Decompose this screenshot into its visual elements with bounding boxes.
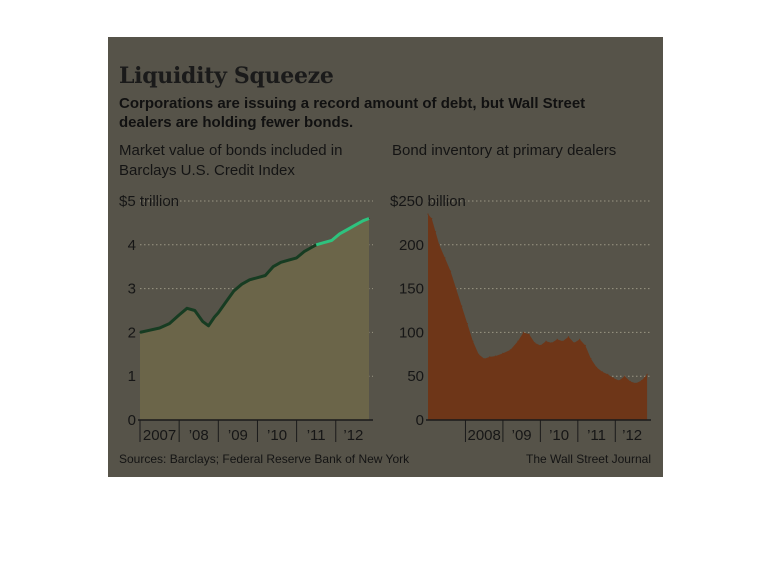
right-data-point [624, 375, 626, 377]
right-data-point [509, 349, 511, 351]
left-y-tick-label: 0 [128, 412, 136, 429]
right-data-point [438, 244, 440, 246]
right-data-point [431, 217, 433, 220]
left-x-tick-label: ’10 [267, 427, 287, 444]
left-y-tick-label: 3 [128, 281, 136, 298]
right-data-point [427, 213, 429, 215]
right-data-point [455, 288, 457, 290]
right-y-tick-label: 0 [416, 412, 424, 429]
left-series-line-recent [315, 217, 370, 247]
right-data-point [556, 338, 558, 340]
charts-svg: 0 1 2 3 4 $5 trillion 2007 ’08 ’09 ’10 ’11 ’12 0 50 1… [119, 193, 651, 444]
left-area [140, 218, 369, 420]
right-data-point [567, 336, 570, 338]
left-y-tick-label: 4 [128, 237, 136, 254]
right-data-point [584, 344, 586, 347]
right-y-tick-label: $250 billion [390, 193, 466, 210]
right-data-point [601, 371, 603, 373]
left-y-tick-label: 2 [128, 324, 136, 341]
right-data-point [607, 373, 609, 375]
left-x-tick-label: ’09 [228, 427, 248, 444]
right-data-point [539, 344, 541, 347]
right-data-point [618, 380, 620, 382]
right-x-tick-label: 2008 [467, 427, 500, 444]
right-y-tick-label: 50 [407, 368, 424, 385]
source-note: Sources: Barclays; Federal Reserve Bank … [119, 452, 410, 466]
right-panel-title: Bond inventory at primary dealers [392, 142, 617, 159]
right-data-point [489, 356, 491, 358]
right-data-point [461, 305, 463, 307]
right-data-point [444, 257, 446, 259]
right-y-tick-label: 200 [399, 237, 424, 254]
right-data-point [579, 338, 581, 340]
left-x-tick-label: ’11 [307, 427, 326, 444]
left-panel-title: Market value of bonds included in Barcla… [119, 142, 343, 179]
right-data-point [562, 340, 564, 342]
publisher-credit: The Wall Street Journal [526, 452, 651, 466]
right-y-tick-label: 100 [399, 324, 424, 341]
right-data-point [494, 355, 496, 357]
right-data-point [573, 342, 575, 344]
left-x-tick-label: ’12 [343, 427, 363, 444]
right-data-point [646, 373, 648, 375]
right-x-tick-label: ’12 [622, 427, 642, 444]
right-data-point [612, 377, 614, 379]
left-chart: 0 1 2 3 4 $5 trillion 2007 ’08 ’09 ’10 ’11 ’12 [119, 193, 373, 444]
right-data-point [434, 231, 437, 233]
chart-title: Liquidity Squeeze [119, 63, 334, 89]
right-data-point [629, 380, 631, 383]
right-data-point [472, 340, 474, 342]
right-area [428, 214, 648, 420]
right-x-tick-label: ’09 [512, 427, 532, 444]
right-data-point [545, 340, 547, 342]
right-data-point [466, 323, 468, 325]
right-data-point [640, 380, 643, 382]
right-data-point [522, 331, 525, 333]
right-data-point [551, 342, 553, 344]
right-data-point [449, 270, 452, 272]
right-data-point [483, 358, 485, 360]
right-y-tick-label: 150 [399, 281, 424, 298]
right-x-tick-label: ’10 [549, 427, 569, 444]
right-data-point [517, 340, 519, 342]
right-data-point [534, 342, 536, 344]
right-chart: 0 50 100 150 200 $250 billion 2008 ’09 ’10 ’11 ’12 [390, 193, 651, 444]
left-y-tick-label: $5 trillion [119, 193, 179, 210]
right-data-point [502, 352, 504, 354]
left-x-tick-label: ’08 [189, 427, 209, 444]
right-x-tick-label: ’11 [587, 427, 606, 444]
left-series-line [139, 243, 317, 334]
chart-graphic: Liquidity Squeeze Corporations are issui… [108, 37, 663, 477]
left-x-tick-label: 2007 [143, 427, 176, 444]
left-y-tick-label: 1 [128, 368, 136, 385]
right-data-point [478, 353, 480, 355]
chart-subtitle: Corporations are issuing a record amount… [119, 95, 586, 131]
right-data-point [635, 382, 637, 384]
right-data-point [590, 358, 592, 360]
right-data-point [528, 333, 530, 335]
right-data-point [596, 366, 598, 368]
